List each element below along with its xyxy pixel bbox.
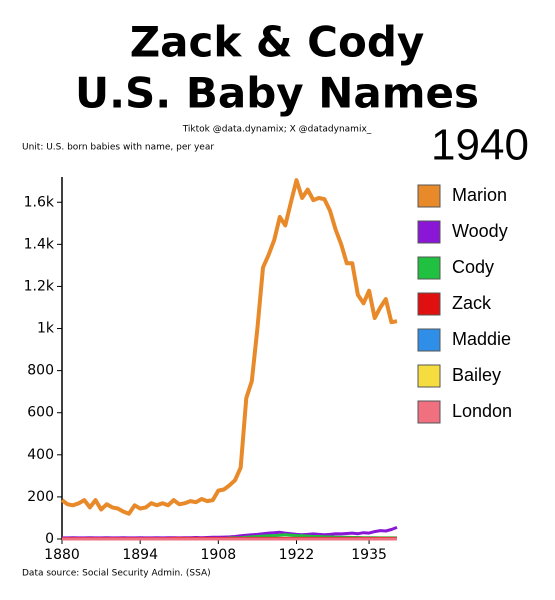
year-annotation: 1940 xyxy=(431,121,529,170)
legend-swatch xyxy=(417,364,441,388)
legend-swatch xyxy=(417,328,441,352)
y-tick-label: 400 xyxy=(27,447,54,463)
legend-swatch xyxy=(417,256,441,280)
legend-label: Marion xyxy=(452,185,507,205)
x-tick-label: 1880 xyxy=(44,547,80,563)
y-tick-label: 600 xyxy=(27,405,54,421)
x-tick-label: 1908 xyxy=(201,547,237,563)
x-tick-label: 1935 xyxy=(351,547,387,563)
legend-label: Woody xyxy=(452,221,508,241)
legend-label: Bailey xyxy=(452,365,501,385)
legend-swatch xyxy=(417,220,441,244)
y-tick-label: 1.2k xyxy=(24,278,55,294)
y-tick-label: 0 xyxy=(45,531,54,547)
y-tick-label: 1k xyxy=(37,321,55,337)
y-tick-label: 200 xyxy=(27,489,54,505)
y-tick-label: 1.4k xyxy=(24,236,55,252)
legend-label: Maddie xyxy=(452,329,511,349)
source: Data source: Social Security Admin. (SSA… xyxy=(22,569,211,579)
chart-title: Zack & Cody xyxy=(130,18,425,67)
x-tick-label: 1922 xyxy=(279,547,315,563)
credit: Tiktok @data.dynamix; X @datadynamix_ xyxy=(182,125,372,135)
chart-subtitle: U.S. Baby Names xyxy=(75,69,479,118)
y-tick-label: 1.6k xyxy=(24,194,55,210)
series-line xyxy=(60,178,398,516)
y-tick-label: 800 xyxy=(27,363,54,379)
legend-label: London xyxy=(452,401,512,421)
legend-swatch xyxy=(417,400,441,424)
x-tick-label: 1894 xyxy=(122,547,158,563)
legend-swatch xyxy=(417,184,441,208)
legend-label: Zack xyxy=(452,293,492,313)
unit-label: Unit: U.S. born babies with name, per ye… xyxy=(22,143,214,153)
legend-swatch xyxy=(417,292,441,316)
legend-label: Cody xyxy=(452,257,494,277)
